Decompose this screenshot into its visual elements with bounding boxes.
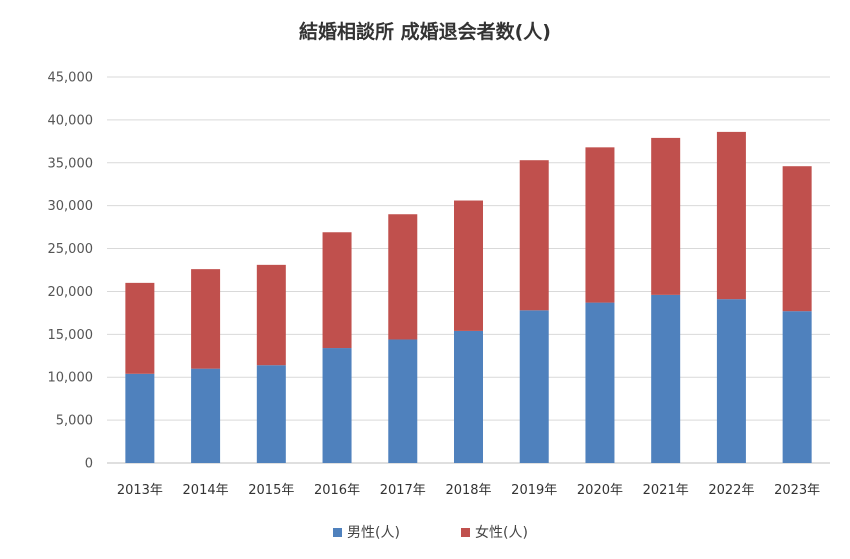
bar-female: [585, 147, 615, 303]
bar-male: [322, 348, 352, 463]
y-tick-label: 5,000: [56, 414, 93, 429]
bar-female: [519, 160, 549, 311]
chart-title: 結婚相談所 成婚退会者数(人): [299, 20, 551, 43]
y-tick-label: 30,000: [48, 199, 94, 214]
bar-male: [519, 310, 549, 463]
y-tick-label: 20,000: [48, 285, 94, 300]
x-tick-label: 2018年: [445, 483, 491, 498]
bar-female: [388, 214, 418, 340]
bar-male: [651, 294, 681, 463]
bar-male: [454, 330, 483, 463]
bar-female: [256, 264, 286, 366]
bar-female: [454, 200, 483, 331]
bar-female: [651, 137, 681, 295]
y-tick-label: 10,000: [48, 371, 94, 386]
bar-female: [125, 282, 155, 374]
y-tick-label: 15,000: [48, 328, 94, 343]
bar-male: [388, 339, 418, 463]
x-tick-label: 2017年: [380, 483, 426, 498]
x-tick-label: 2021年: [643, 483, 689, 498]
legend-label: 男性(人): [347, 525, 400, 541]
x-axis: 2013年 2014年 2015年 2016年 2017年 2018年 2019年 2020年…: [117, 483, 820, 498]
legend-label: 女性(人): [475, 524, 528, 541]
y-tick-label: 45,000: [48, 71, 94, 86]
x-tick-label: 2016年: [314, 483, 360, 498]
legend-swatch: [461, 528, 470, 537]
bar-male: [716, 299, 746, 463]
y-tick-label: 40,000: [48, 113, 94, 128]
bar-female: [782, 166, 812, 312]
bar-male: [782, 311, 812, 463]
x-tick-label: 2013年: [117, 483, 163, 498]
bar-female: [716, 131, 746, 300]
x-tick-label: 2020年: [577, 483, 623, 498]
x-tick-label: 2022年: [708, 483, 754, 498]
legend: 男性(人) 女性(人): [333, 524, 528, 541]
y-axis: 0 5,000 10,000 15,000 20,000 25,000 30,000 35,0…: [48, 71, 94, 472]
bars: [125, 131, 812, 463]
bar-male: [125, 373, 155, 463]
legend-swatch: [333, 528, 342, 537]
x-tick-label: 2015年: [248, 483, 294, 498]
x-tick-label: 2014年: [183, 483, 229, 498]
bar-male: [585, 302, 615, 463]
y-tick-label: 0: [85, 457, 93, 472]
x-tick-label: 2019年: [511, 483, 557, 498]
bar-female: [191, 269, 221, 369]
bar-female: [322, 232, 352, 349]
x-tick-label: 2023年: [774, 483, 820, 498]
bar-male: [256, 365, 286, 463]
y-tick-label: 25,000: [48, 242, 94, 257]
bar-male: [191, 368, 221, 463]
y-tick-label: 35,000: [48, 156, 94, 171]
